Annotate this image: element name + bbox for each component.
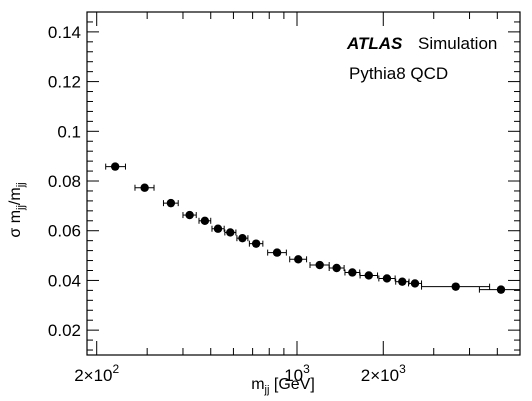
data-point [110,162,120,171]
x-tick-label: 2×103 [361,362,406,385]
data-point [364,271,373,280]
data-point [185,210,194,220]
data-point [200,216,210,225]
y-tick-label: 0.08 [48,172,81,191]
data-point [451,282,460,291]
x-tick-label: 103 [284,362,310,385]
data-point [213,224,223,233]
y-tick-label: 0.12 [48,73,81,92]
x-tick-label: 2×102 [74,362,119,385]
data-point [238,233,247,243]
data-point [226,228,235,237]
data-point [348,268,357,277]
data-point [166,198,176,208]
atlas-label: ATLAS [346,34,403,53]
y-tick-label: 0.14 [48,23,81,42]
y-tick-label: 0.1 [57,122,81,141]
x-axis: 2×102 103 2×103 [74,12,521,385]
data-point [398,277,407,286]
y-tick-label: 0.02 [48,321,81,340]
data-point [294,255,303,264]
y-axis-title-sub-2: jj [15,182,27,188]
data-point [332,263,341,273]
y-axis-title: σ mjj/mjj [7,182,27,237]
generator-label: Pythia8 QCD [349,64,448,83]
y-axis: 0.02 0.04 0.06 0.08 0.1 0.12 0.14 [48,11,520,351]
y-axis-title-sub-1: jj [15,205,27,211]
plot-frame [86,11,521,356]
y-tick-label: 0.06 [48,222,81,241]
y-axis-title-part-1: σ m [7,210,24,238]
data-point [251,239,261,248]
plot-border [86,11,521,356]
y-tick-label: 0.04 [48,271,81,290]
data-point [140,183,149,192]
data-series [105,162,520,294]
y-axis-title-part-2: /m [7,187,24,205]
data-point [496,285,506,294]
x-axis-title-main: m [251,376,264,393]
data-point [410,279,420,288]
x-axis-title-sub: jj [264,384,270,396]
simulation-label: Simulation [418,34,497,53]
data-point [315,260,324,270]
x-axis-title: mjj [GeV] [251,376,315,396]
data-point [382,274,392,283]
data-point [272,248,282,257]
x-axis-title-unit: [GeV] [269,376,314,393]
